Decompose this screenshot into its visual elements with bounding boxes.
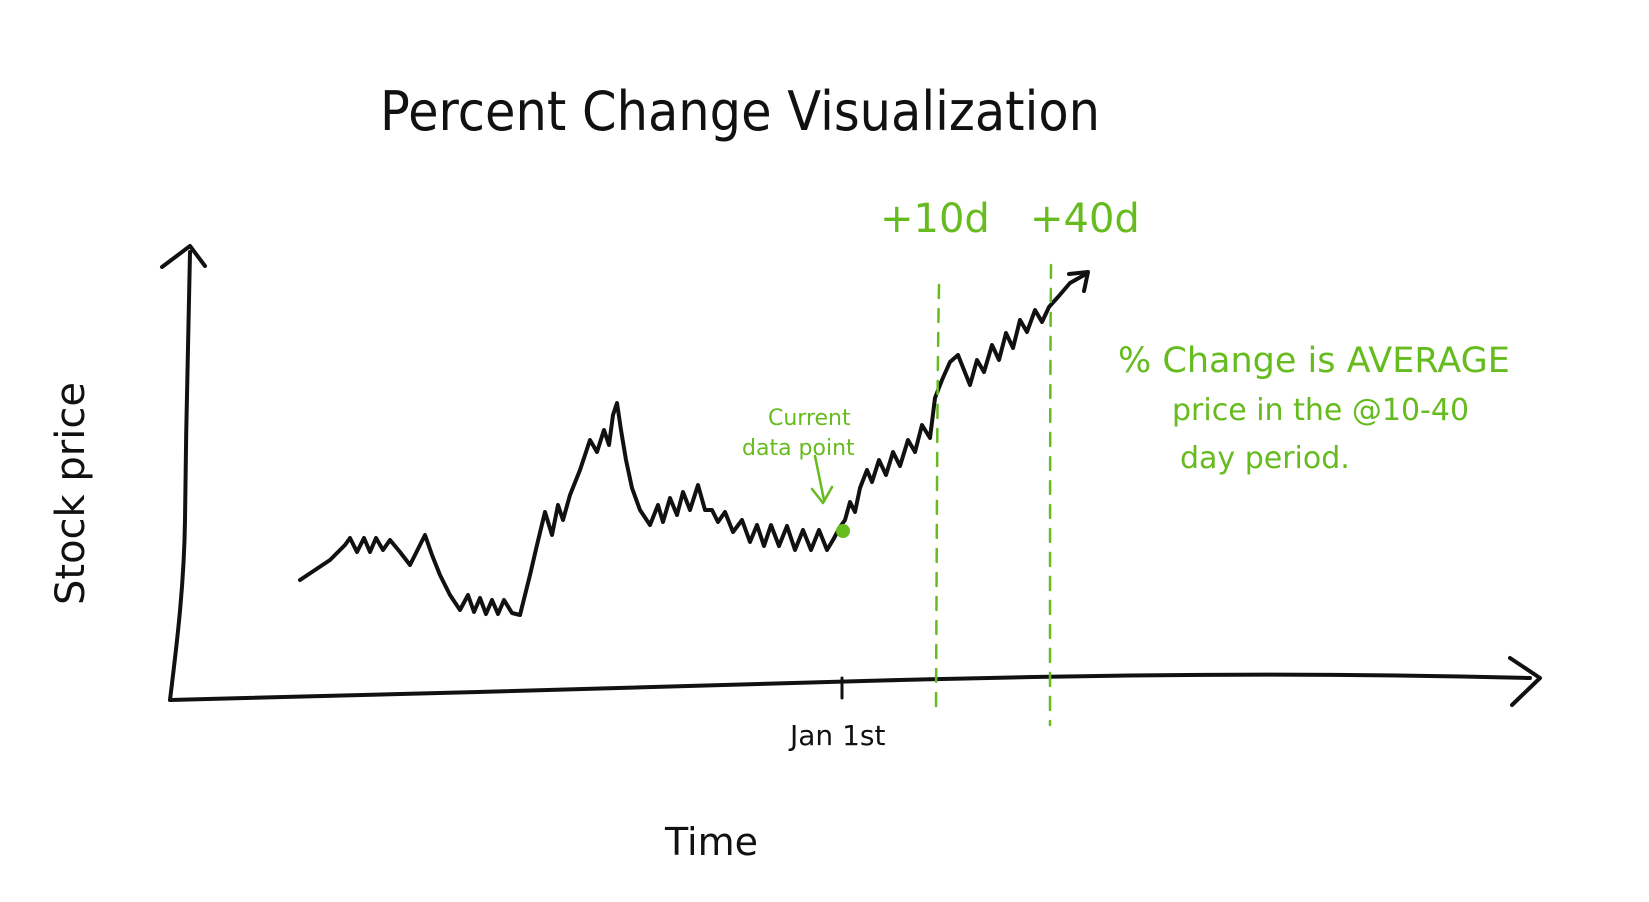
current-point-arrow — [813, 454, 826, 502]
stock-price-line — [298, 272, 1088, 617]
plus-10-day-label: +10d — [880, 196, 990, 242]
y-axis-label: Stock price — [48, 382, 94, 605]
plus-10-day-line — [934, 283, 941, 712]
note-line-3: day period. — [1180, 441, 1350, 476]
y-axis-line — [168, 250, 192, 702]
current-data-point — [836, 524, 850, 538]
stock-trend-arrowhead — [1067, 270, 1090, 293]
x-tick-label: Jan 1st — [788, 719, 885, 752]
diagram-title: Percent Change Visualization — [380, 80, 1100, 143]
current-point-label-line2: data point — [742, 436, 855, 461]
plus-40-day-label: +40d — [1030, 196, 1140, 242]
note-line-2: price in the @10-40 — [1172, 393, 1469, 428]
note-line-1: % Change is AVERAGE — [1118, 341, 1510, 381]
x-axis-label: Time — [664, 820, 758, 864]
y-axis-arrowhead — [160, 244, 207, 269]
current-point-label-line1: Current — [768, 406, 851, 431]
x-axis-line — [168, 672, 1532, 702]
current-point-arrowhead — [810, 485, 834, 505]
plus-40-day-line — [1048, 263, 1053, 727]
x-axis-arrowhead — [1508, 656, 1542, 707]
